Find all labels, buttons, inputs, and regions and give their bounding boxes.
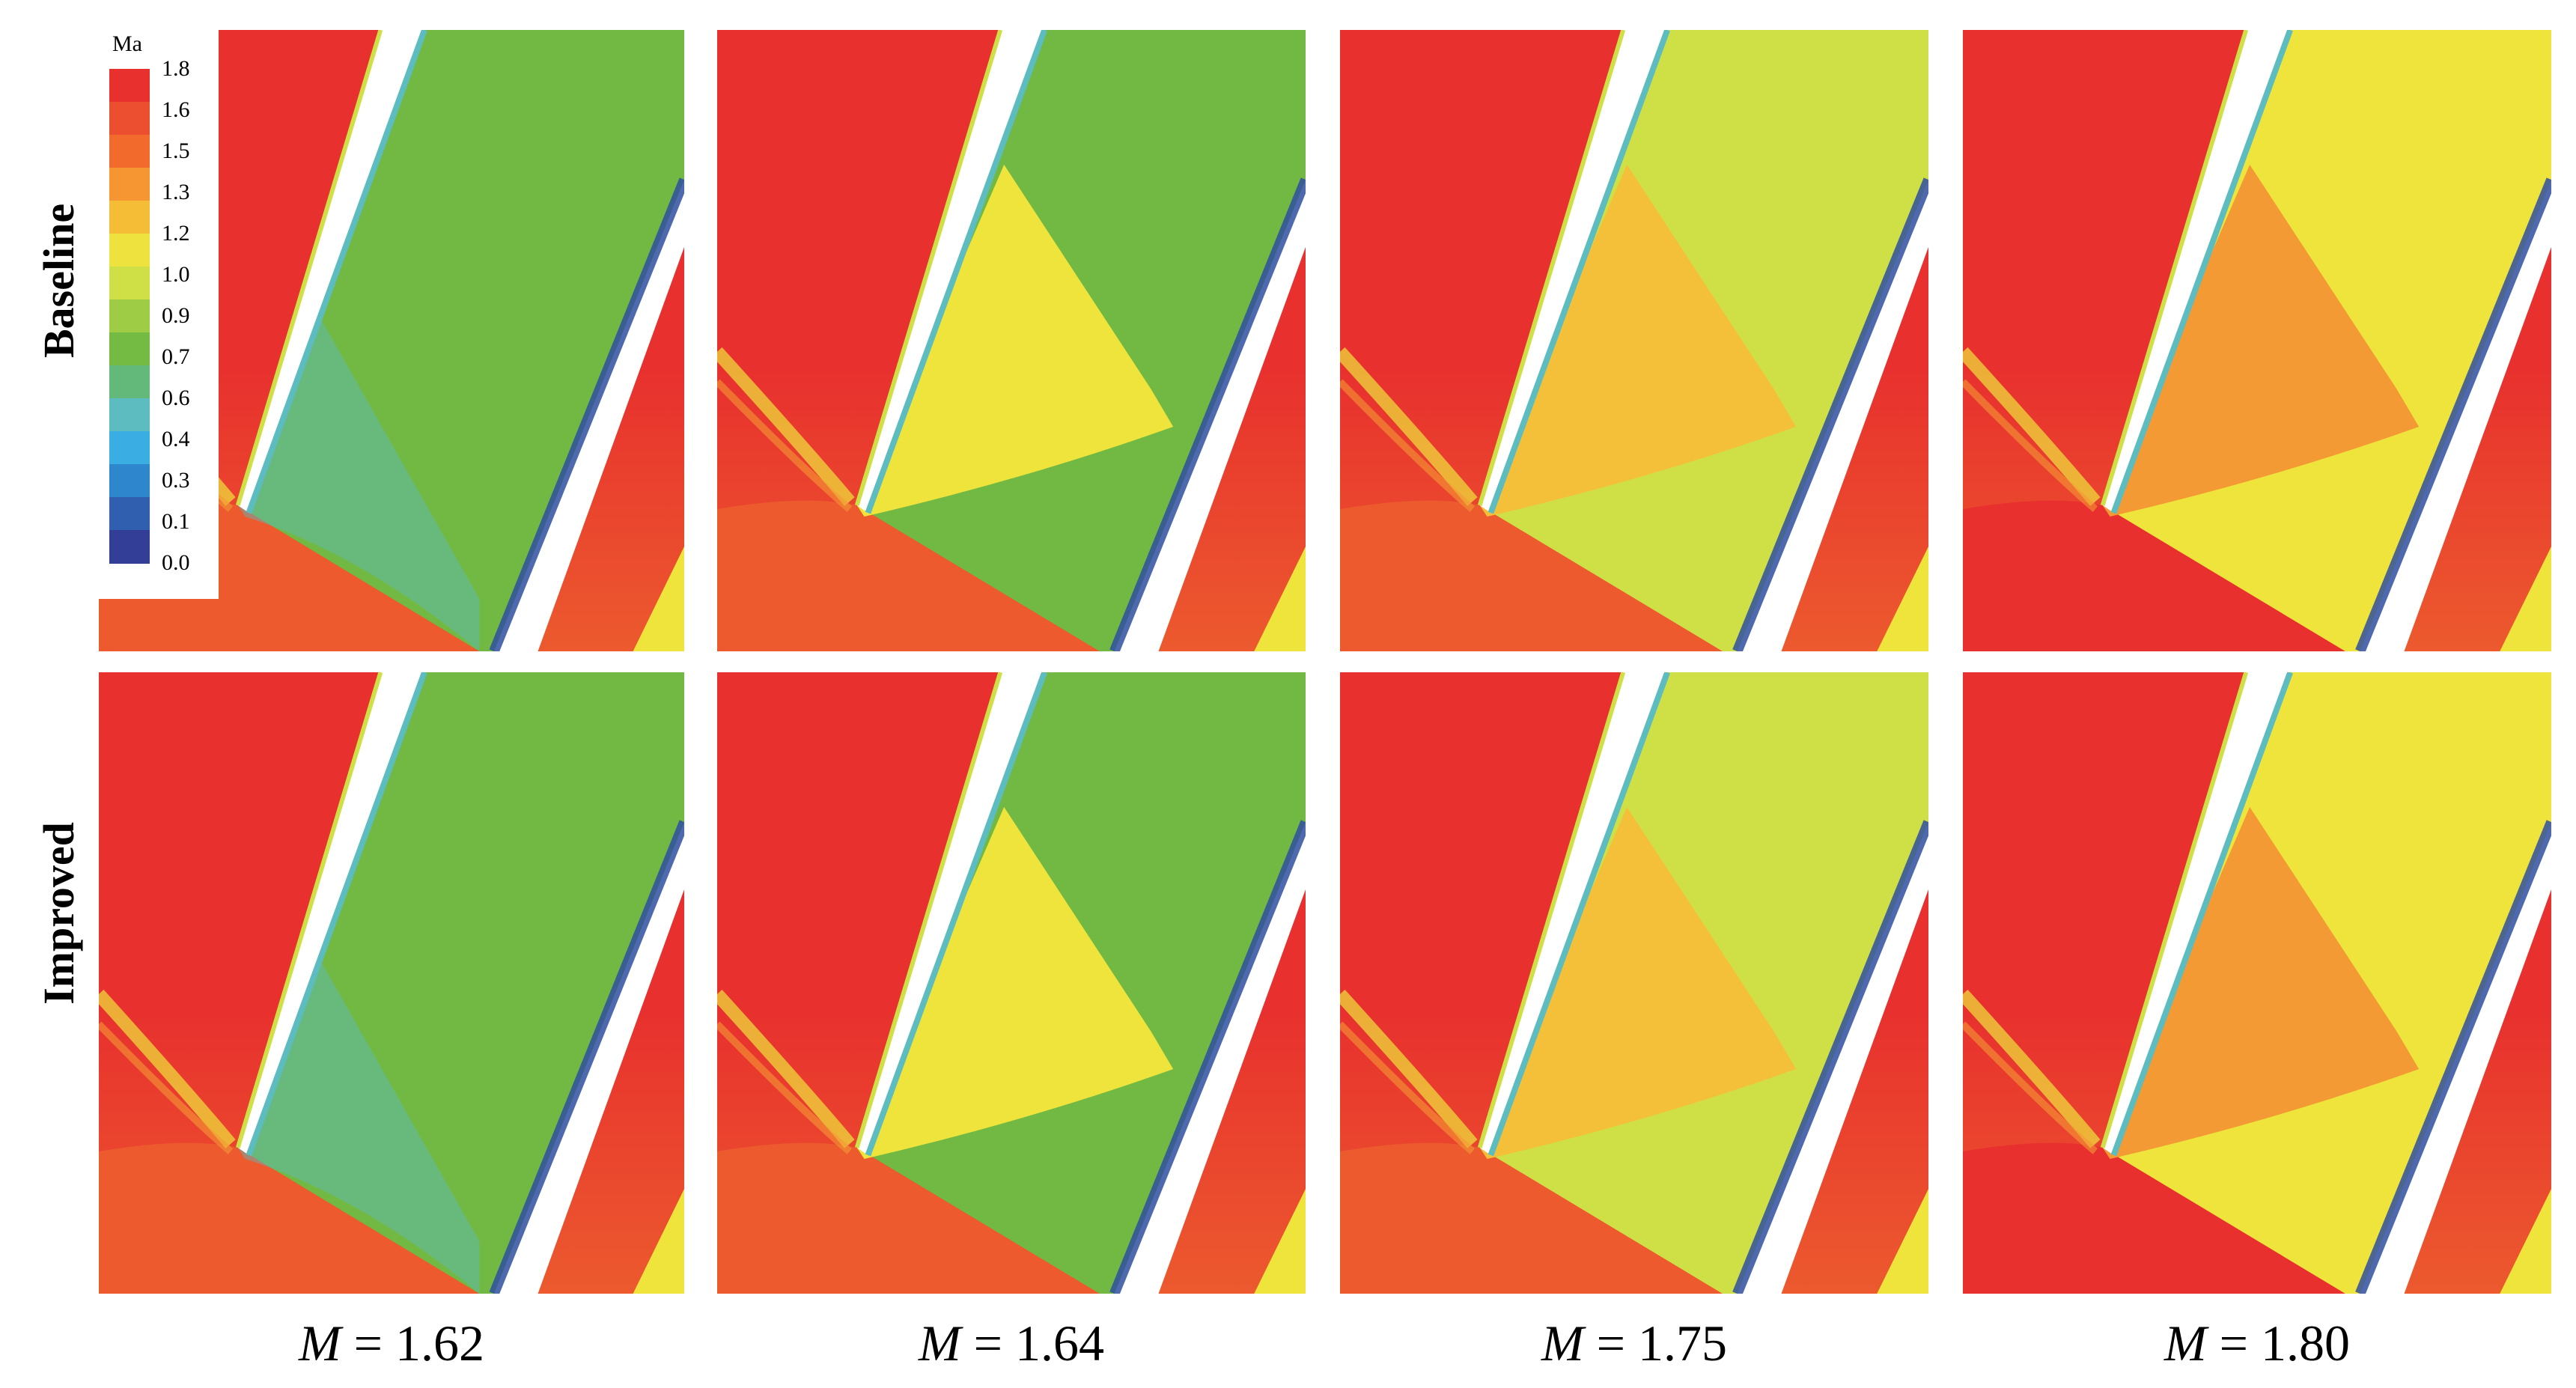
equals-sign: = xyxy=(960,1315,1015,1372)
mach-value: 1.75 xyxy=(1638,1315,1727,1372)
column-label-m180: M = 1.80 xyxy=(2033,1314,2482,1373)
flow-field-contour xyxy=(1963,30,2551,651)
panel-baseline-m175 xyxy=(1340,30,1928,651)
legend-tick-label: 1.5 xyxy=(162,139,190,163)
legend-swatch xyxy=(109,234,150,267)
mach-symbol: M xyxy=(298,1315,341,1372)
legend-swatch xyxy=(109,431,150,465)
legend-tick-label: 1.8 xyxy=(162,56,190,81)
legend-swatch xyxy=(109,464,150,498)
legend-tick-label: 0.4 xyxy=(162,427,190,451)
panel-improved-m180 xyxy=(1963,672,2551,1294)
mach-value: 1.64 xyxy=(1015,1315,1104,1372)
column-label-m162: M = 1.62 xyxy=(167,1314,616,1373)
row-label-improved: Improved xyxy=(34,822,83,1005)
flow-field-contour xyxy=(717,672,1306,1294)
legend-swatch xyxy=(109,365,150,399)
legend-swatch xyxy=(109,530,150,564)
mach-value: 1.80 xyxy=(2261,1315,2350,1372)
legend-swatch xyxy=(109,69,150,103)
panel-baseline-m162 xyxy=(99,30,684,651)
panel-improved-m175 xyxy=(1340,672,1928,1294)
mach-symbol: M xyxy=(2164,1315,2207,1372)
panel-improved-m162 xyxy=(99,672,684,1294)
equals-sign: = xyxy=(2206,1315,2261,1372)
legend-swatch xyxy=(109,168,150,201)
legend-tick-label: 0.9 xyxy=(162,303,190,328)
equals-sign: = xyxy=(341,1315,395,1372)
row-label-baseline: Baseline xyxy=(34,203,83,359)
legend-swatch xyxy=(109,299,150,333)
panel-improved-m164 xyxy=(717,672,1306,1294)
legend-swatch xyxy=(109,332,150,366)
column-label-m175: M = 1.75 xyxy=(1410,1314,1859,1373)
flow-field-contour xyxy=(1340,672,1928,1294)
legend-swatch xyxy=(109,102,150,136)
mach-symbol: M xyxy=(918,1315,961,1372)
legend-tick-label: 0.6 xyxy=(162,386,190,410)
panel-baseline-m164 xyxy=(717,30,1306,651)
panel-baseline-m180 xyxy=(1963,30,2551,651)
mach-value: 1.62 xyxy=(395,1315,484,1372)
equals-sign: = xyxy=(1583,1315,1638,1372)
legend-title: Ma xyxy=(112,31,142,56)
legend-swatch xyxy=(109,398,150,432)
flow-field-contour xyxy=(99,30,684,651)
legend-swatch xyxy=(109,135,150,168)
flow-field-contour xyxy=(99,672,684,1294)
legend-swatch xyxy=(109,201,150,234)
flow-field-contour xyxy=(1340,30,1928,651)
legend-tick-label: 1.0 xyxy=(162,262,190,287)
flow-field-contour xyxy=(717,30,1306,651)
legend-swatch xyxy=(109,267,150,300)
mach-colorbar-legend: Ma 1.8 1.6 1.5 1.3 1.2 1.0 0.9 0.7 0.6 0.4 0.3 0.1 0… xyxy=(99,30,219,599)
legend-tick-label: 1.6 xyxy=(162,97,190,122)
legend-tick-label: 0.3 xyxy=(162,468,190,493)
legend-tick-label: 0.1 xyxy=(162,509,190,534)
flow-field-contour xyxy=(1963,672,2551,1294)
legend-tick-label: 0.0 xyxy=(162,550,190,575)
legend-tick-label: 1.2 xyxy=(162,221,190,246)
legend-swatch xyxy=(109,497,150,531)
mach-symbol: M xyxy=(1541,1315,1584,1372)
legend-tick-label: 0.7 xyxy=(162,344,190,369)
column-label-m164: M = 1.64 xyxy=(787,1314,1236,1373)
legend-tick-label: 1.3 xyxy=(162,180,190,204)
